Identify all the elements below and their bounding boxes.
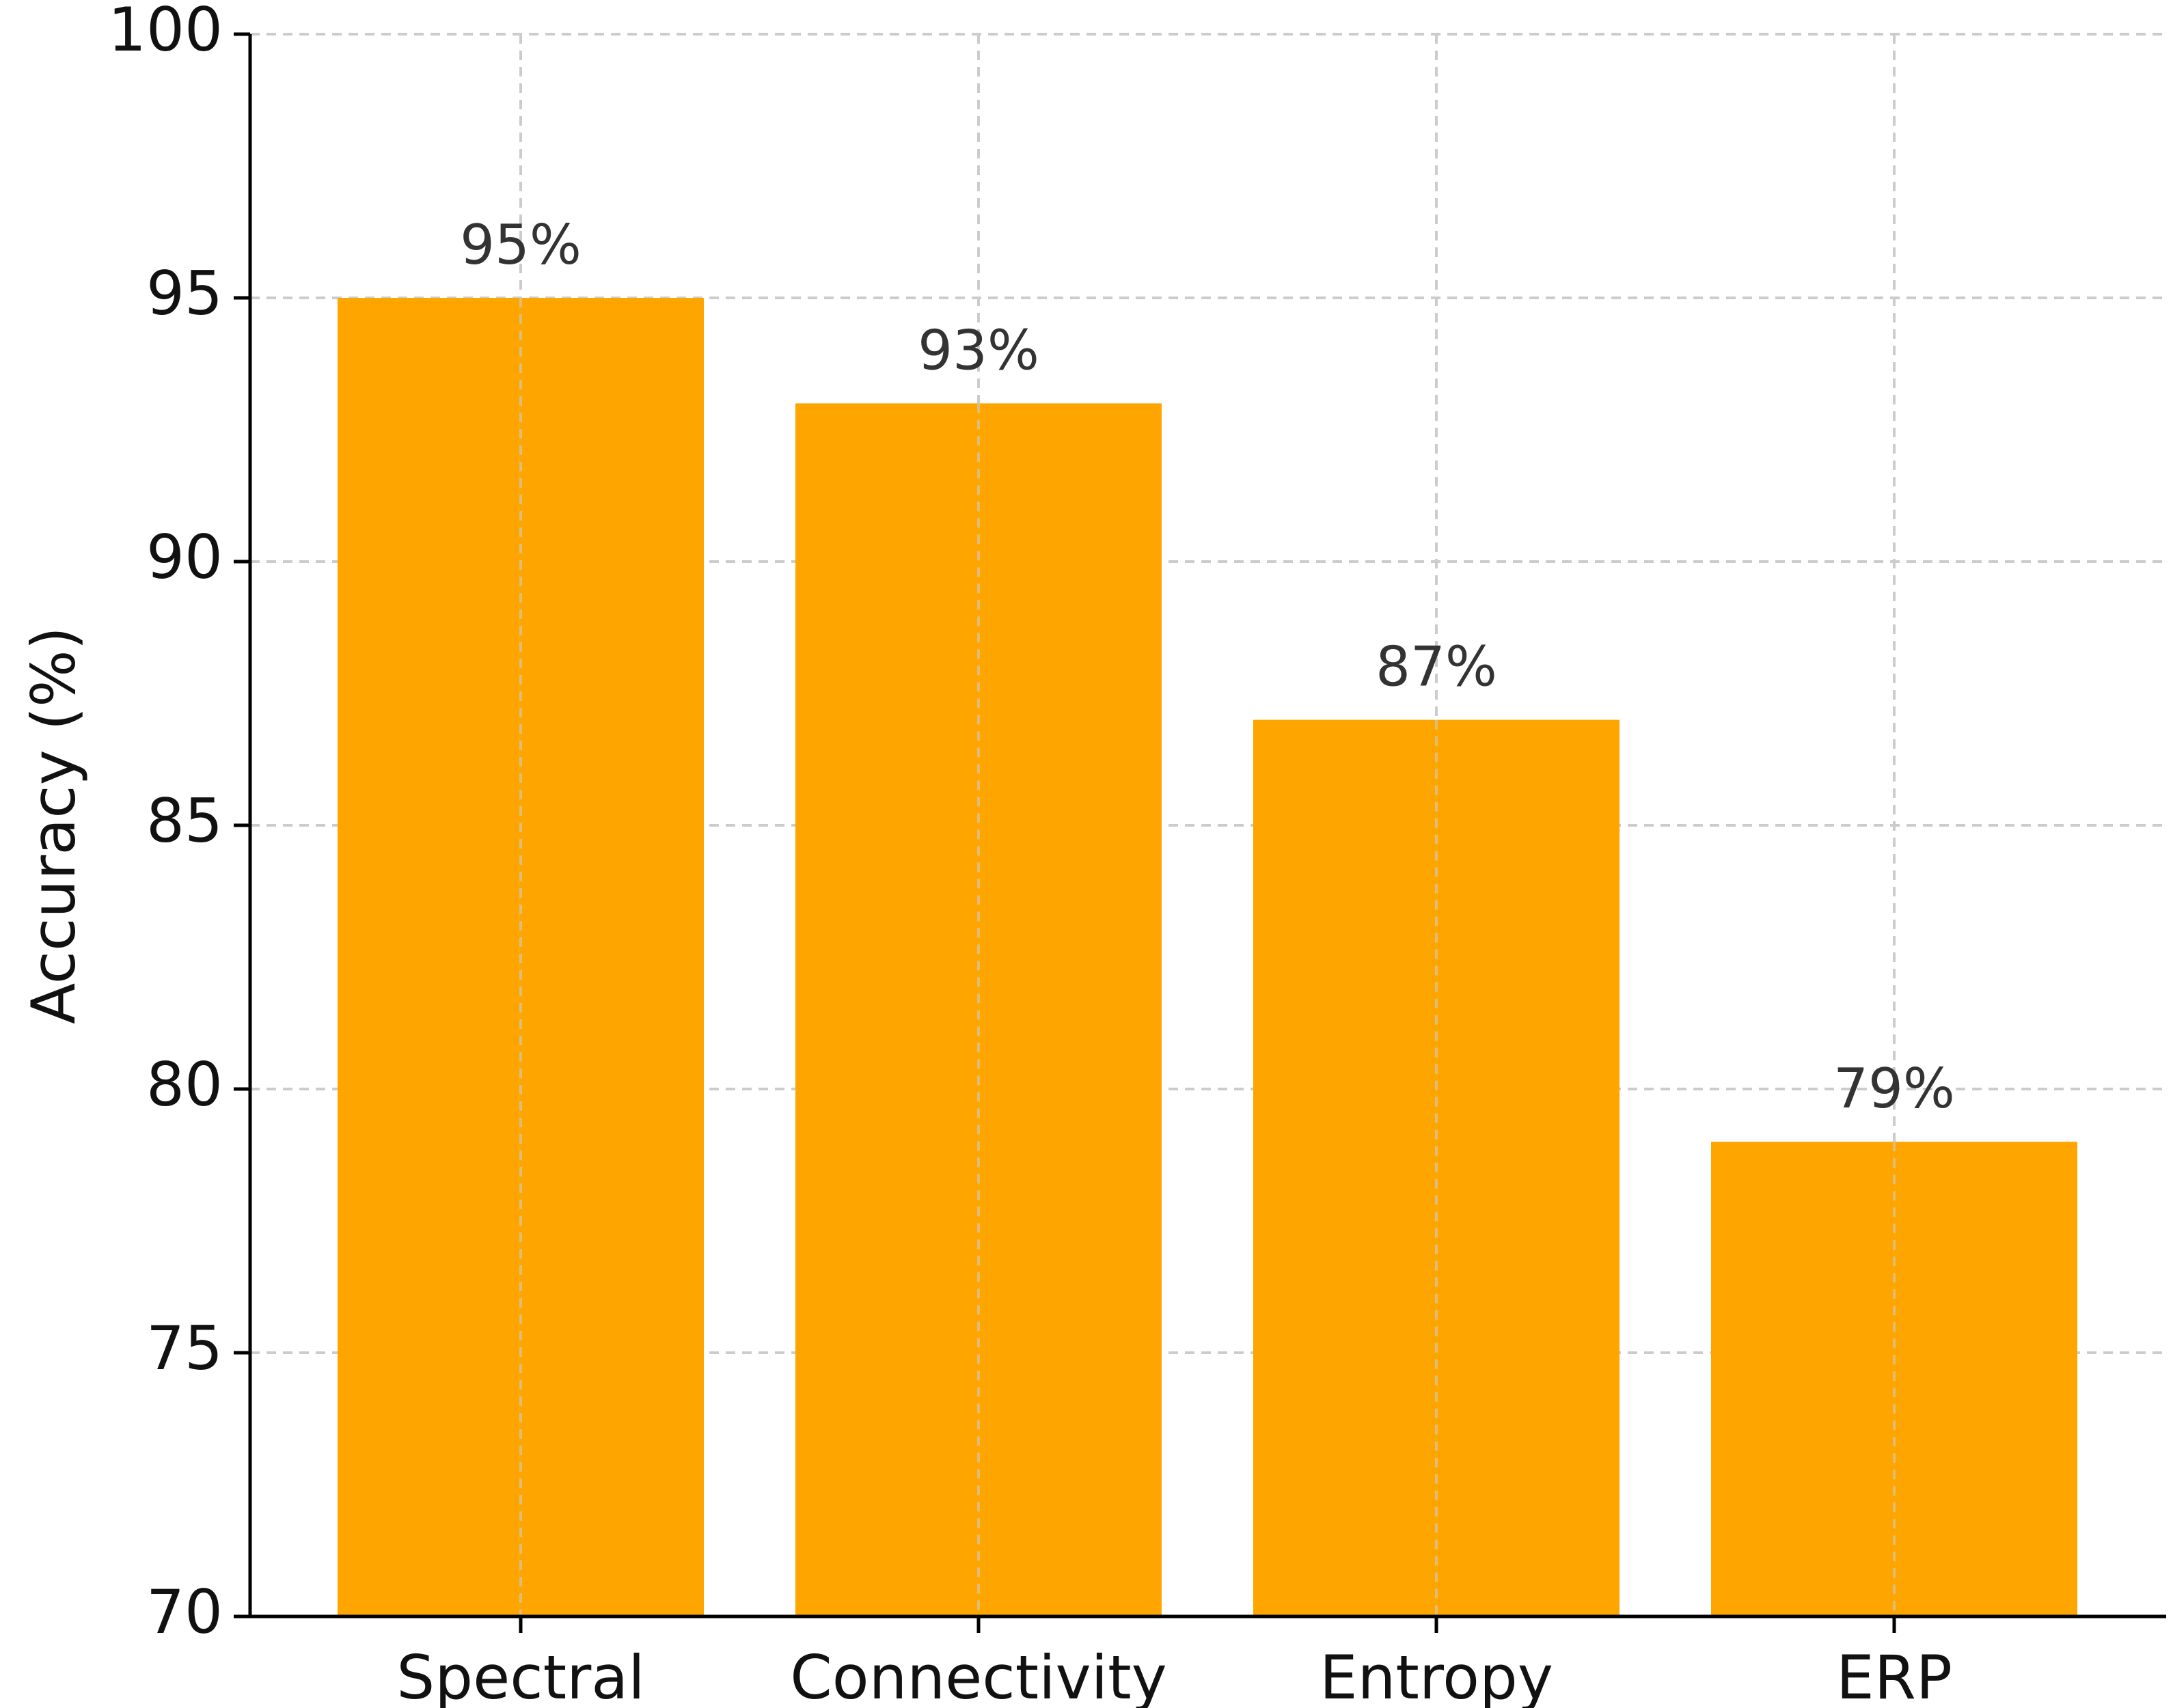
bar-value-label: 79% xyxy=(1833,1057,1955,1120)
x-tick-label: Spectral xyxy=(396,1642,644,1708)
bar-value-label: 93% xyxy=(918,318,1039,382)
y-tick-label: 75 xyxy=(146,1313,223,1383)
y-tick-label: 100 xyxy=(108,0,223,65)
y-tick-label: 80 xyxy=(146,1049,223,1120)
bar-value-label: 87% xyxy=(1376,635,1497,699)
x-tick-label: Entropy xyxy=(1320,1642,1553,1708)
y-tick-label: 95 xyxy=(146,258,223,329)
y-tick-label: 70 xyxy=(146,1577,223,1647)
bar-value-label: 95% xyxy=(460,213,582,277)
y-tick-label: 90 xyxy=(146,522,223,592)
x-tick-label: Connectivity xyxy=(790,1642,1166,1708)
y-axis-label: Accuracy (%) xyxy=(18,626,89,1024)
y-tick-label: 85 xyxy=(146,786,223,856)
ticks: 70 75 80 85 90 95 100 Spectral Connectivity Entro… xyxy=(108,0,1952,1708)
x-tick-label: ERP xyxy=(1836,1642,1952,1708)
data-labels: 95% 93% 87% 79% xyxy=(460,213,1955,1120)
bars xyxy=(338,298,2077,1616)
